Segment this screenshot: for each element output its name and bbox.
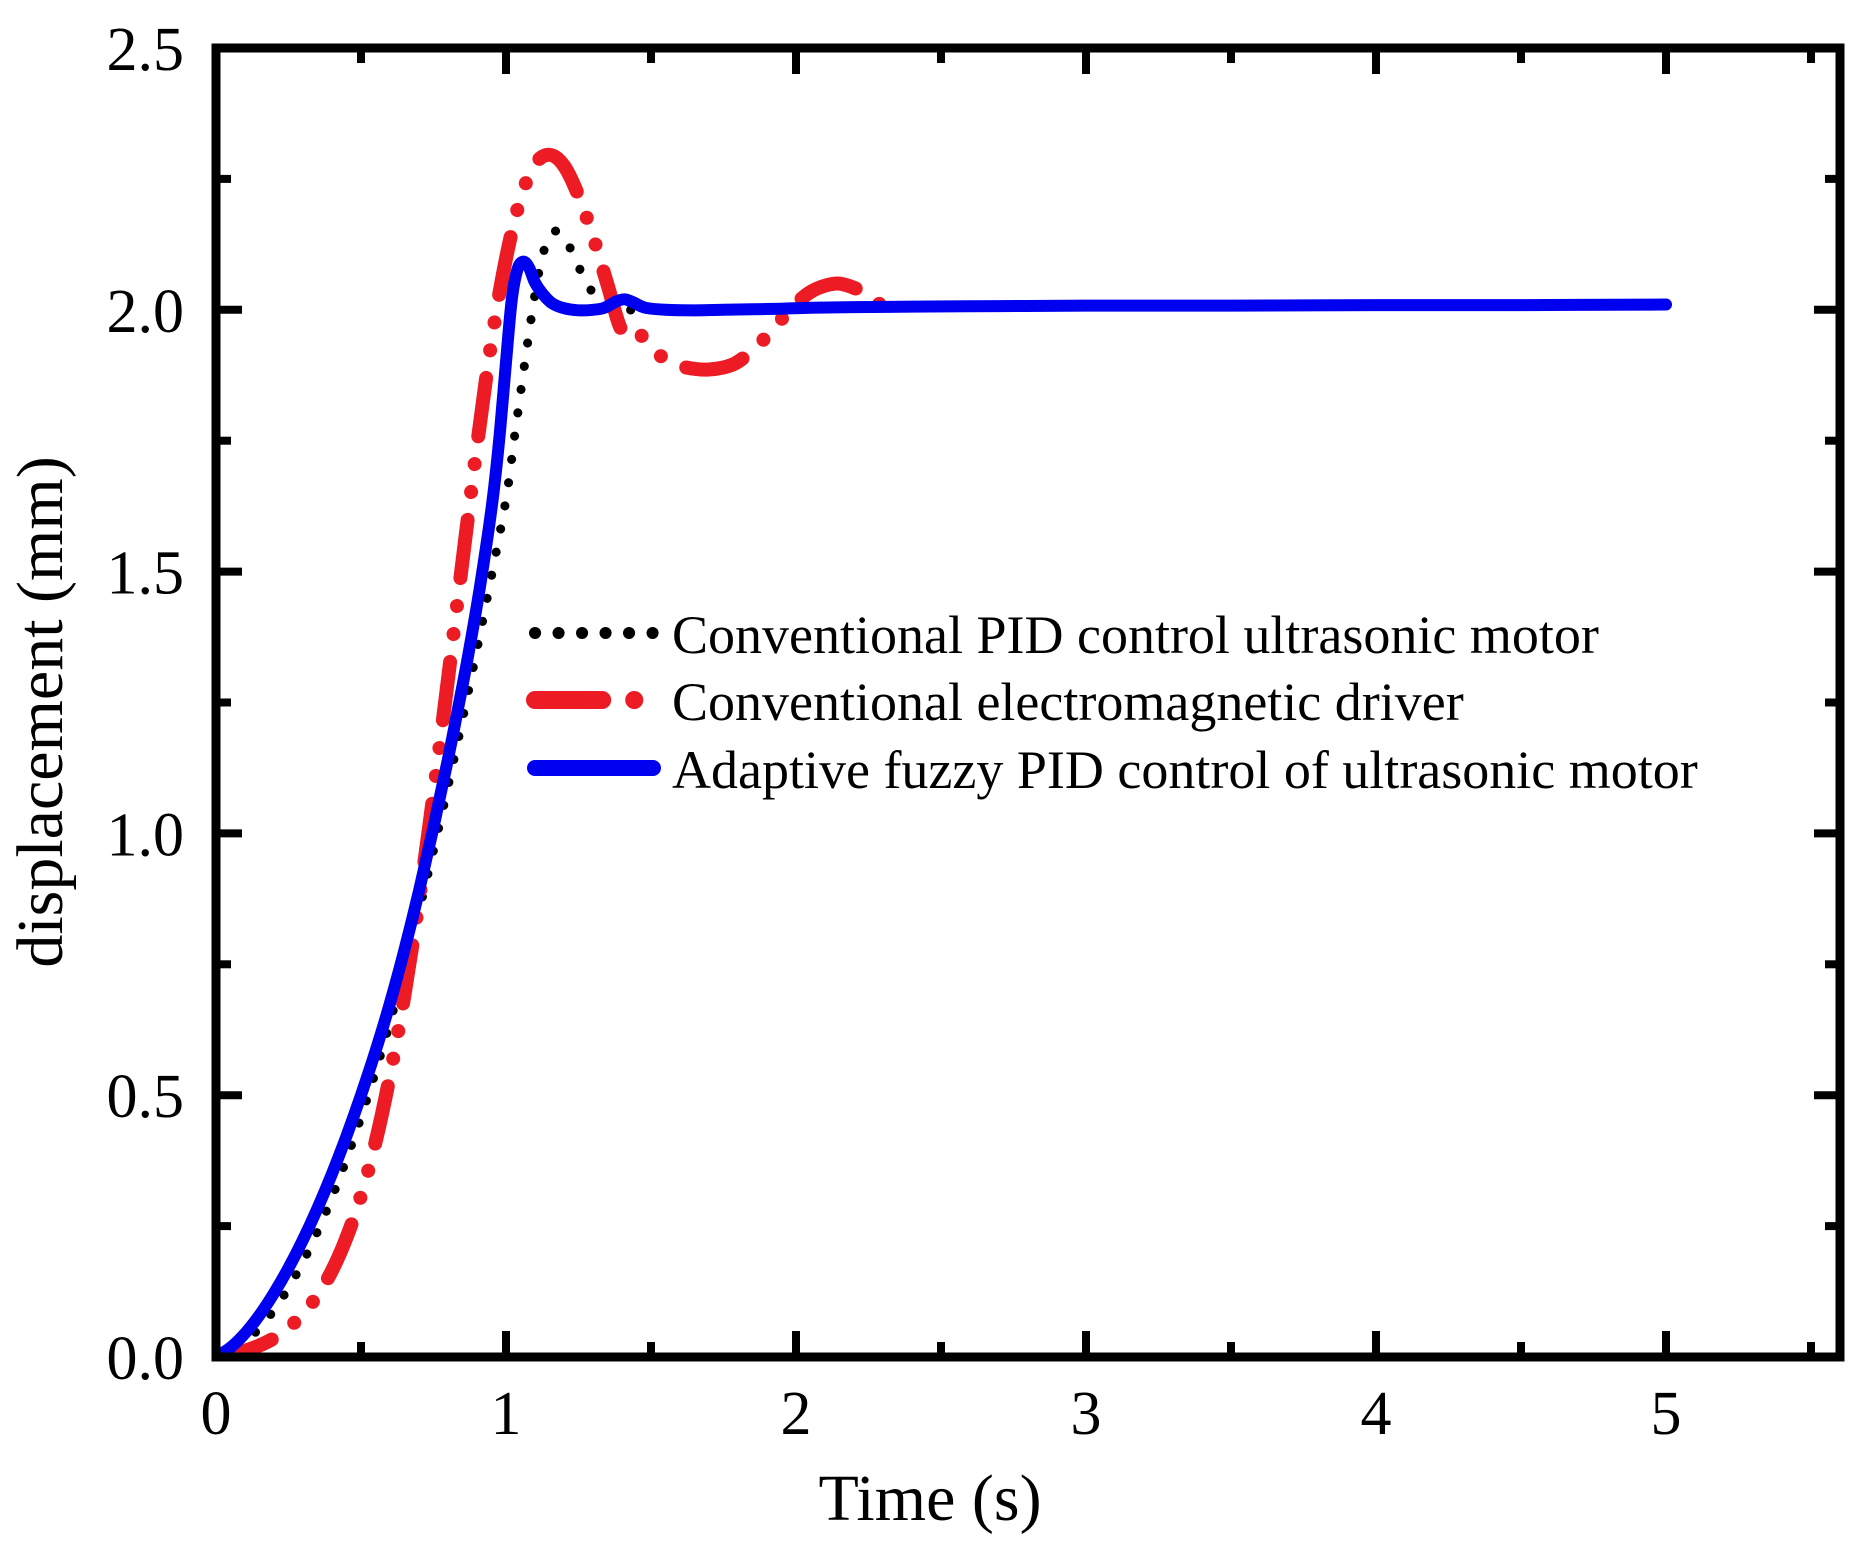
legend-label-0: Conventional PID control ultrasonic moto… — [672, 605, 1599, 665]
y-tick-label-0: 0.0 — [107, 1325, 185, 1393]
x-tick-label-4: 4 — [1361, 1380, 1392, 1448]
y-tick-label-3: 1.5 — [107, 540, 185, 608]
x-axis-tick-labels: 0 1 2 3 4 5 — [201, 1380, 1682, 1448]
x-tick-label-0: 0 — [201, 1380, 232, 1448]
y-tick-label-5: 2.5 — [107, 16, 185, 84]
y-tick-label-1: 0.5 — [107, 1063, 185, 1131]
y-tick-label-2: 1.0 — [107, 801, 185, 869]
legend-label-2: Adaptive fuzzy PID control of ultrasonic… — [672, 740, 1698, 800]
x-tick-label-5: 5 — [1651, 1380, 1682, 1448]
y-axis-tick-labels: 0.0 0.5 1.0 1.5 2.0 2.5 — [107, 16, 185, 1393]
y-tick-label-4: 2.0 — [107, 278, 185, 346]
x-tick-label-3: 3 — [1071, 1380, 1102, 1448]
data-series-layer — [216, 147, 1672, 1357]
chart-legend: Conventional PID control ultrasonic moto… — [526, 605, 1698, 800]
series-line-1 — [216, 147, 888, 1357]
y-axis-title: displacement (mm) — [4, 456, 77, 967]
legend-label-1: Conventional electromagnetic driver — [672, 672, 1464, 732]
x-tick-label-1: 1 — [491, 1380, 522, 1448]
axis-ticks — [212, 44, 1840, 1361]
x-tick-label-2: 2 — [781, 1380, 812, 1448]
series-line-2 — [216, 255, 1672, 1357]
x-axis-title: Time (s) — [818, 1462, 1041, 1535]
